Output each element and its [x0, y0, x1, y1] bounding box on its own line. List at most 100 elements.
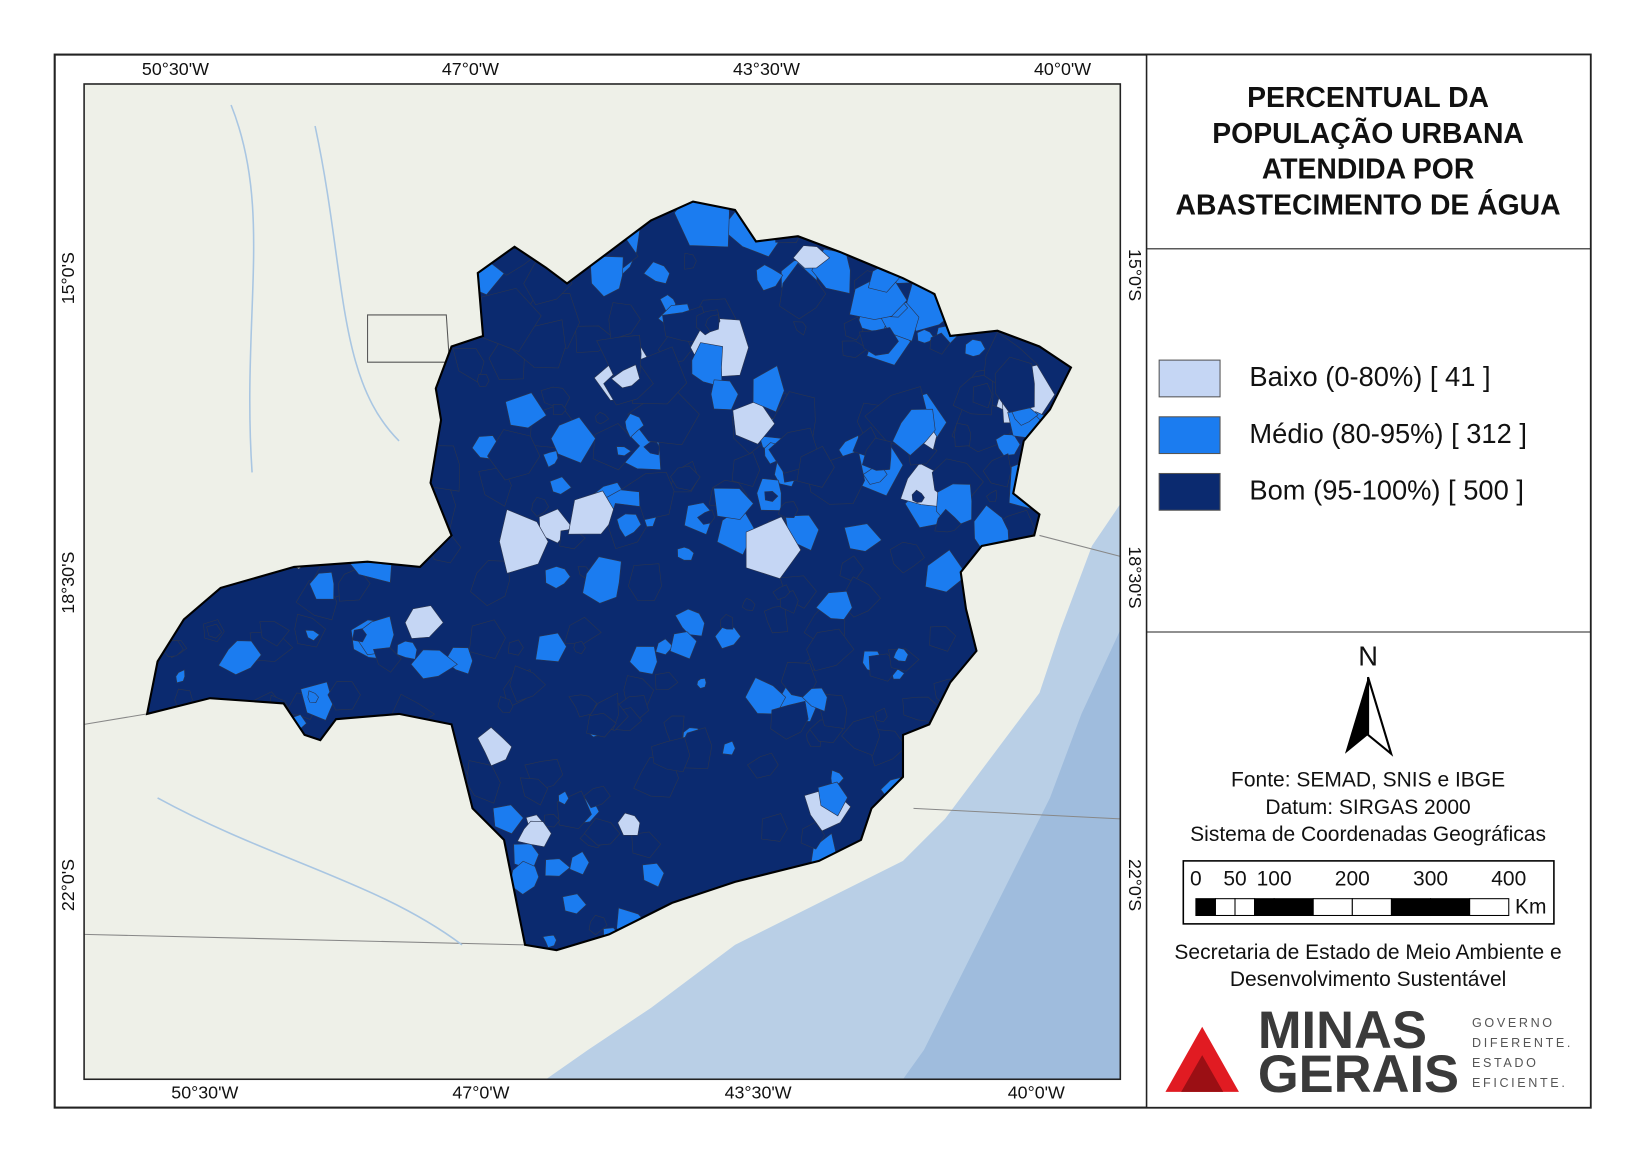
- scale-label: 200: [1335, 867, 1370, 890]
- municipality: [772, 584, 791, 601]
- municipality: [793, 321, 807, 336]
- municipality: [741, 597, 756, 611]
- logo-tagline: DIFERENTE.: [1472, 1036, 1573, 1050]
- left-coordinate: 22°0'S: [58, 859, 78, 911]
- municipality: [710, 379, 739, 410]
- left-coordinate: 15°0'S: [58, 252, 78, 304]
- municipality: [590, 256, 624, 297]
- municipality: [568, 694, 598, 718]
- municipality: [697, 509, 716, 525]
- municipality: [713, 487, 754, 520]
- municipality: [558, 790, 569, 805]
- municipality: [567, 490, 618, 535]
- municipality: [669, 631, 698, 660]
- municipality: [684, 252, 697, 270]
- municipality: [583, 818, 621, 846]
- municipality: [911, 489, 925, 503]
- municipality: [792, 245, 830, 269]
- scale-unit: Km: [1515, 896, 1546, 919]
- municipality: [893, 647, 909, 662]
- municipality: [720, 613, 734, 630]
- source-line: Fonte: SEMAD, SNIS e IBGE: [1231, 769, 1505, 792]
- municipality: [722, 740, 736, 756]
- municipality: [492, 804, 524, 835]
- municipality: [617, 812, 641, 836]
- municipality: [770, 700, 809, 740]
- municipality: [629, 646, 658, 675]
- scale-segment: [1430, 898, 1471, 917]
- municipality: [542, 934, 557, 949]
- municipality: [628, 563, 662, 602]
- logo-tagline: GOVERNO: [1472, 1016, 1555, 1030]
- municipality: [806, 628, 855, 672]
- municipality: [902, 696, 940, 723]
- municipality: [817, 781, 848, 817]
- municipality: [542, 450, 559, 468]
- right-coordinate: 18°30'S: [1125, 546, 1145, 608]
- municipality: [875, 707, 888, 723]
- title-line: ABASTECIMENTO DE ÁGUA: [1176, 189, 1561, 221]
- municipality: [487, 429, 541, 481]
- municipality: [531, 496, 549, 517]
- logo-tagline: ESTADO: [1472, 1056, 1539, 1070]
- municipality: [206, 623, 223, 639]
- municipality: [404, 605, 444, 639]
- bottom-coordinate: 40°0'W: [1008, 1083, 1065, 1103]
- municipality: [696, 677, 707, 689]
- bottom-coordinate: 43°30'W: [725, 1083, 792, 1103]
- municipality: [815, 590, 853, 620]
- municipality: [929, 332, 951, 355]
- municipality: [643, 261, 670, 284]
- municipality: [843, 316, 864, 341]
- scale-segment: [1195, 898, 1216, 917]
- municipality: [218, 640, 262, 675]
- legend-label: Médio (80-95%) [ 312 ]: [1249, 418, 1527, 449]
- municipality: [563, 616, 602, 645]
- municipality: [654, 671, 679, 690]
- municipality: [519, 777, 549, 806]
- scale-label: 400: [1491, 867, 1526, 890]
- source-line: Datum: SIRGAS 2000: [1265, 796, 1470, 819]
- scale-segment: [1254, 898, 1275, 917]
- municipality: [569, 851, 590, 876]
- municipality: [505, 392, 547, 429]
- municipality: [468, 619, 506, 660]
- municipality: [476, 373, 490, 387]
- municipality: [588, 914, 608, 936]
- municipality: [889, 541, 925, 574]
- municipality: [861, 437, 892, 471]
- municipality: [373, 647, 402, 673]
- title-line: POPULAÇÃO URBANA: [1212, 118, 1524, 150]
- side-panel: [1145, 53, 1592, 1109]
- municipality: [674, 608, 705, 637]
- municipality: [841, 340, 869, 359]
- municipality: [892, 408, 936, 456]
- municipality: [844, 523, 883, 552]
- municipality: [544, 566, 571, 589]
- legend-label: Bom (95-100%) [ 500 ]: [1249, 475, 1523, 506]
- municipality: [616, 446, 632, 457]
- municipality: [573, 640, 586, 655]
- municipality: [677, 546, 695, 561]
- source-line: Sistema de Coordenadas Geográficas: [1190, 823, 1546, 846]
- municipality: [655, 638, 674, 656]
- scale-segment: [1469, 898, 1510, 917]
- municipality: [583, 785, 611, 809]
- scale-label: 300: [1413, 867, 1448, 890]
- municipality: [714, 625, 742, 649]
- municipality: [995, 434, 1021, 456]
- municipality: [610, 364, 641, 389]
- top-coordinate: 47°0'W: [442, 59, 499, 79]
- scale-segment: [1390, 898, 1432, 917]
- right-coordinate: 22°0'S: [1125, 859, 1145, 911]
- municipality: [304, 629, 320, 642]
- municipality: [544, 858, 571, 877]
- top-coordinate: 50°30'W: [142, 59, 209, 79]
- municipality: [550, 416, 596, 464]
- municipality: [934, 508, 962, 533]
- municipality: [929, 626, 957, 652]
- municipality: [517, 820, 552, 848]
- agency-line: Desenvolvimento Sustentável: [1230, 968, 1506, 991]
- legend-swatch: [1158, 359, 1221, 398]
